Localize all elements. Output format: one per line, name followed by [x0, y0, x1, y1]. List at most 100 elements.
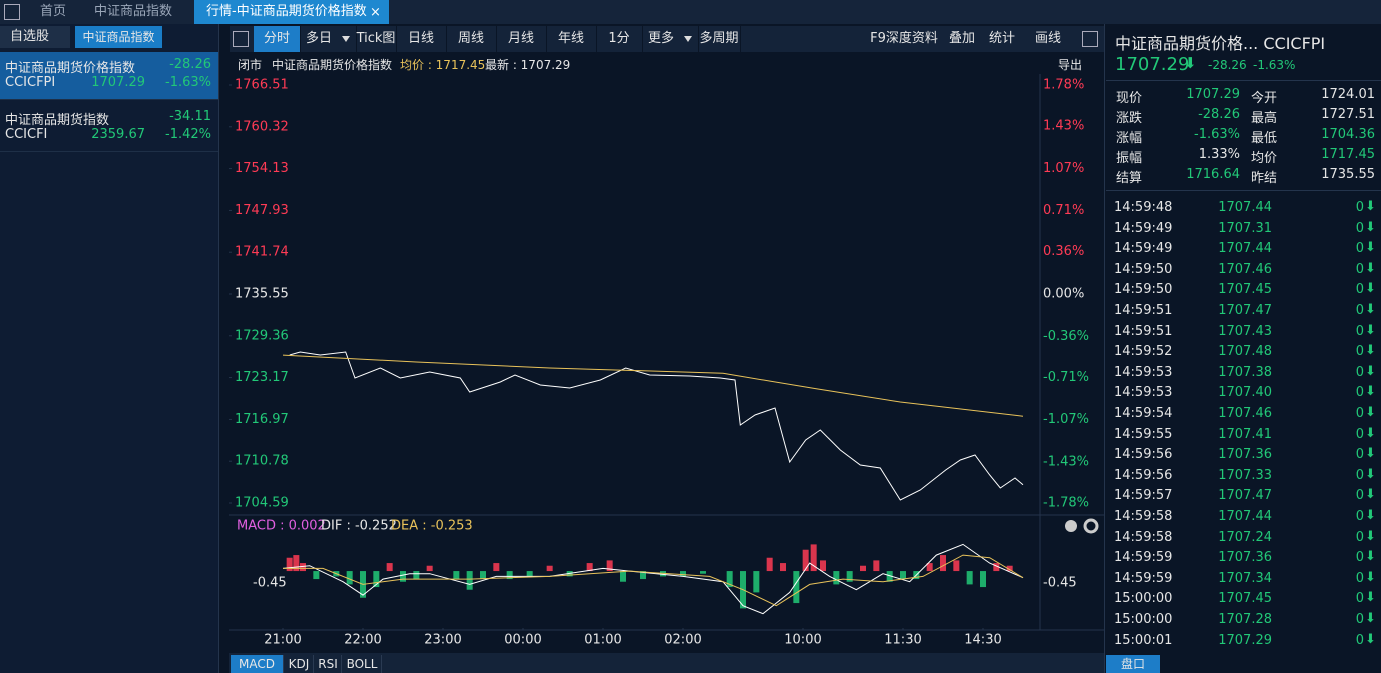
tick-time: 14:59:58: [1114, 509, 1173, 524]
export[interactable]: 导出: [1058, 58, 1083, 72]
toolbar-button[interactable]: 1分: [596, 26, 643, 52]
tick-time: 14:59:49: [1114, 220, 1173, 236]
tick-volume: 0: [1355, 303, 1364, 318]
item-code: CCICFI: [5, 127, 48, 142]
tick-price: 1707.48: [1218, 344, 1272, 360]
divider: [1106, 80, 1381, 81]
item-name: 中证商品期货指数: [5, 113, 110, 128]
field-value: 1716.64: [1186, 167, 1240, 182]
toolbar-button[interactable]: 周线: [446, 26, 497, 52]
tick-volume: 0: [1355, 591, 1364, 607]
toolbar-button[interactable]: 统计: [988, 31, 1015, 46]
field-value: 1707.29: [1186, 87, 1240, 102]
y2-tick-label: -0.45: [1043, 576, 1077, 591]
field-value: 1727.51: [1321, 107, 1375, 122]
tick-price: 1707.36: [1218, 447, 1272, 463]
toolbar-button[interactable]: 日线: [396, 26, 447, 52]
item-price: 1707.29: [91, 75, 145, 90]
tick-price: 1707.34: [1218, 570, 1272, 586]
tick-time: 14:59:54: [1114, 406, 1173, 421]
tick-price: 1707.41: [1218, 426, 1272, 442]
tick-time: 14:59:55: [1114, 426, 1173, 442]
down-arrow: ⬇: [1365, 384, 1376, 400]
tab[interactable]: 首页: [28, 0, 79, 24]
indicator-tab[interactable]: BOLL: [343, 655, 382, 673]
macd-bar: [860, 565, 866, 572]
tick-time: 14:59:50: [1114, 261, 1173, 277]
tick-time: 14:59:59: [1114, 550, 1173, 566]
tick-volume: 0: [1355, 467, 1364, 483]
tab[interactable]: 行情-中证商品期货价格指数: [194, 0, 389, 24]
x-tick-label: 02:00: [664, 633, 701, 648]
item-change: -34.11: [169, 109, 211, 124]
panel-icon[interactable]: [1082, 31, 1098, 47]
line: [289, 351, 1024, 501]
divider: [218, 24, 230, 673]
y2-tick-label: -1.78%: [1043, 496, 1089, 511]
quote-tab[interactable]: 盘口: [1106, 655, 1160, 673]
tick-price: 1707.47: [1218, 488, 1272, 504]
macd-bar: [493, 563, 500, 572]
line: [283, 554, 1024, 607]
toolbar-button[interactable]: 月线: [496, 26, 547, 52]
tick-price: 1707.46: [1218, 261, 1272, 277]
tick-price: 1707.45: [1218, 591, 1272, 607]
macd-bar: [900, 571, 906, 580]
sidebar-tab[interactable]: 中证商品指数: [75, 26, 162, 48]
y-tick-label: -0.45: [253, 576, 287, 591]
sidebar-tab[interactable]: 自选股: [0, 26, 70, 48]
toolbar-button[interactable]: 年线: [546, 26, 597, 52]
indicator-tab[interactable]: KDJ: [285, 655, 314, 673]
macd-bar: [980, 571, 986, 588]
item-pct: -1.42%: [165, 127, 211, 142]
y-tick-label: 1760.32: [235, 119, 289, 134]
list-item[interactable]: [0, 104, 218, 152]
field-value: -1.63%: [1194, 127, 1240, 142]
toolbar-button[interactable]: 多周期: [698, 26, 741, 52]
instrument-name: 中证商品期货价格指数: [272, 58, 393, 72]
toolbar-button[interactable]: 多日: [300, 26, 357, 52]
y-tick-label: 1754.13: [235, 161, 289, 176]
field-value: 1.33%: [1198, 147, 1240, 162]
tick-time: 15:00:01: [1114, 632, 1173, 648]
toolbar: [229, 26, 1104, 52]
indicator-tab[interactable]: MACD: [231, 655, 284, 673]
toolbar-button[interactable]: F9深度资料: [870, 31, 938, 46]
macd-bar: [966, 571, 973, 585]
toolbar-button[interactable]: 分时: [254, 26, 301, 52]
down-arrow: ⬇: [1365, 549, 1376, 565]
field-label: 振幅: [1116, 151, 1143, 166]
toolbar-button[interactable]: 画线: [1034, 31, 1061, 46]
macd-bar: [546, 565, 553, 572]
menu-icon[interactable]: [4, 4, 20, 20]
list-item[interactable]: [0, 52, 218, 100]
toolbar-button[interactable]: 更多: [642, 26, 699, 52]
macd-bar: [293, 555, 300, 572]
down-arrow: ⬇: [1365, 260, 1376, 276]
down-arrow: ⬇: [1365, 199, 1376, 214]
x-tick-label: 22:00: [344, 633, 381, 648]
tick-volume: 0: [1355, 323, 1364, 339]
down-arrow: ⬇: [1365, 281, 1376, 297]
down-arrow: ⬇: [1365, 302, 1376, 317]
x-tick-label: 14:30: [964, 633, 1001, 648]
tab[interactable]: 中证商品指数: [82, 0, 185, 24]
macd-bar: [793, 571, 800, 604]
y2-tick-label: 0.71%: [1043, 203, 1084, 218]
field-label: 现价: [1116, 91, 1143, 106]
y2-tick-label: -0.36%: [1043, 329, 1089, 344]
toolbar-button[interactable]: 叠加: [948, 31, 975, 46]
macd-bar: [640, 571, 646, 580]
toolbar-button[interactable]: Tick图: [356, 26, 397, 52]
field-label: 最高: [1251, 111, 1278, 126]
macd-bar: [466, 571, 473, 590]
field-label: 结算: [1116, 171, 1143, 186]
toggle-icon[interactable]: [233, 31, 249, 47]
tick-volume: 0: [1355, 364, 1364, 380]
indicator-tab[interactable]: RSI: [315, 655, 342, 673]
macd-label: MACD : 0.002: [237, 519, 326, 534]
tick-time: 14:59:49: [1114, 241, 1173, 257]
tick-time: 14:59:51: [1114, 323, 1173, 339]
field-label: 涨幅: [1116, 131, 1143, 146]
tick-volume: 0: [1355, 447, 1364, 463]
